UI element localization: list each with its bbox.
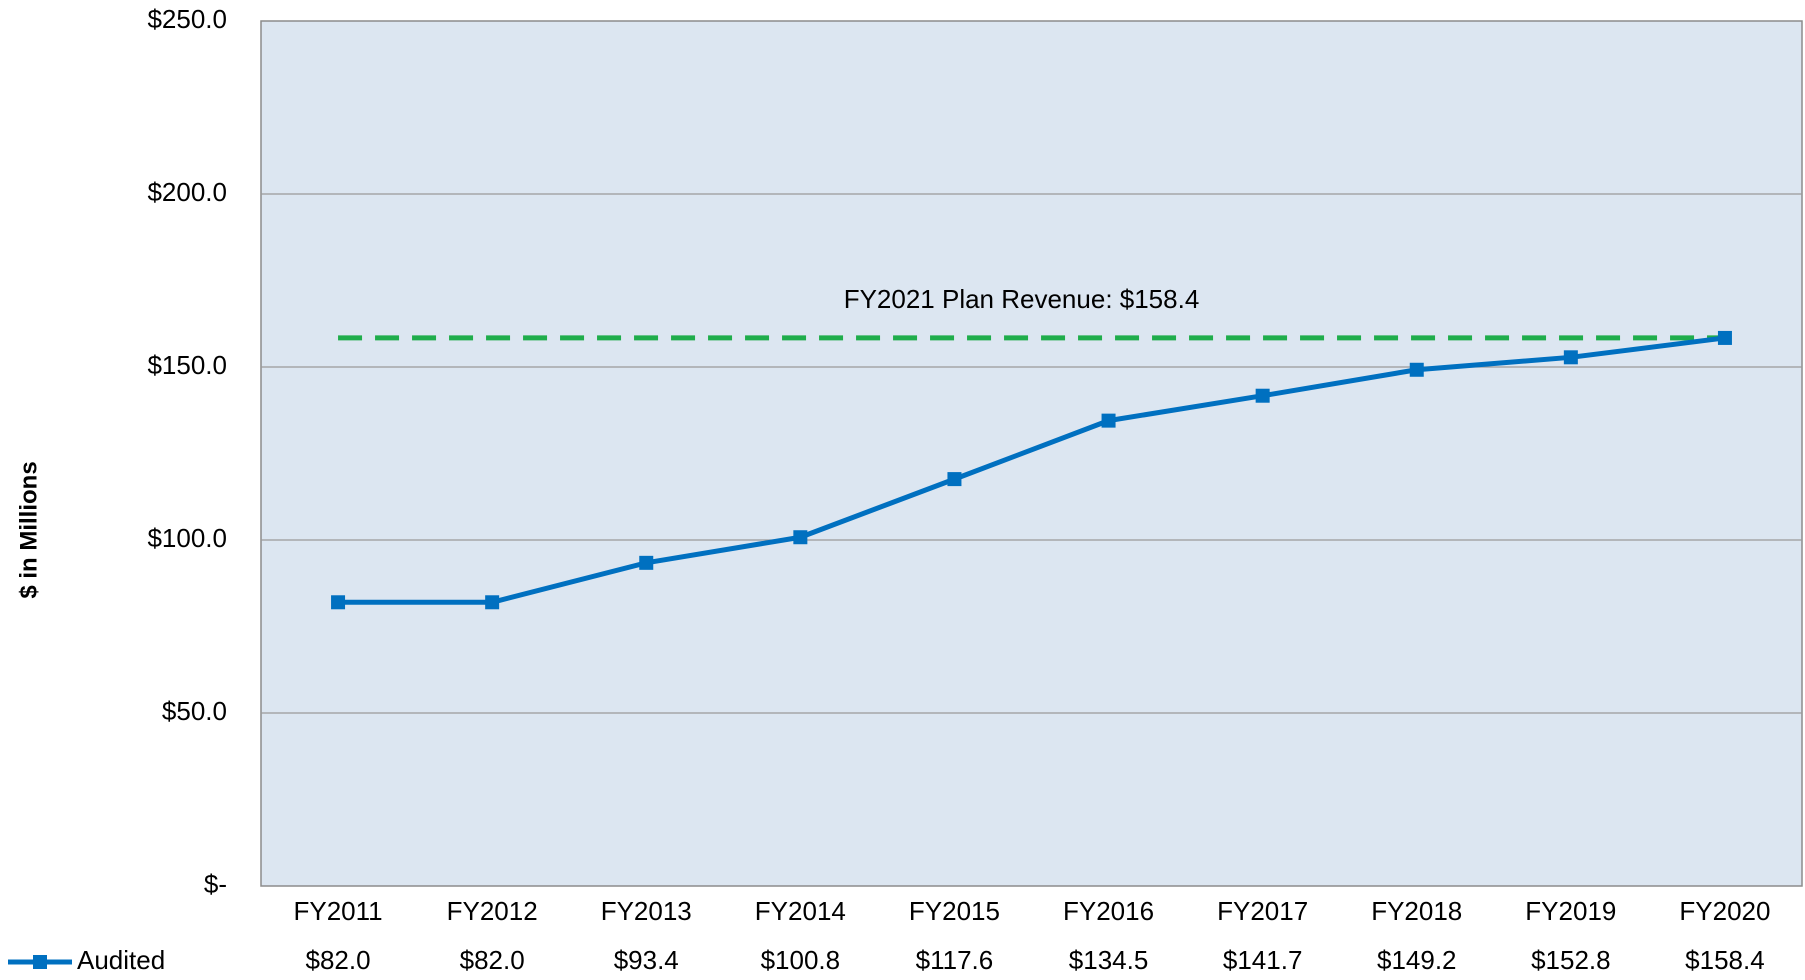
data-table-value: $152.8 [1531, 945, 1611, 975]
marker [1101, 413, 1116, 428]
data-table-value: $82.0 [460, 945, 525, 975]
data-table-value: $141.7 [1223, 945, 1303, 975]
data-table-value: $134.5 [1069, 945, 1149, 975]
x-tick-label: FY2011 [293, 896, 382, 926]
x-tick-label: FY2019 [1525, 896, 1616, 926]
marker [1563, 350, 1578, 365]
plot-area [260, 20, 1803, 887]
marker [1255, 388, 1270, 403]
data-table-value: $82.0 [306, 945, 371, 975]
y-tick-label: $100.0 [147, 523, 227, 553]
x-tick-label: FY2014 [755, 896, 846, 926]
y-tick-label: $150.0 [147, 350, 227, 380]
data-table-value: $149.2 [1377, 945, 1457, 975]
series-line [338, 335, 1726, 605]
x-tick-label: FY2017 [1217, 896, 1308, 926]
x-tick-label: FY2018 [1371, 896, 1462, 926]
marker [947, 472, 962, 487]
marker [1409, 362, 1424, 377]
marker [1717, 330, 1732, 345]
data-table-value: $100.8 [761, 945, 841, 975]
data-table-value: $93.4 [614, 945, 679, 975]
y-tick-label: $200.0 [147, 177, 227, 207]
x-tick-label: FY2015 [909, 896, 1000, 926]
data-table-value: $117.6 [916, 945, 994, 975]
x-tick-label: FY2013 [601, 896, 692, 926]
y-tick-label: $250.0 [147, 4, 227, 34]
y-axis-label: $ in Millions [15, 461, 42, 598]
marker [793, 530, 808, 545]
marker [639, 555, 654, 570]
x-tick-label: FY2016 [1063, 896, 1154, 926]
marker [331, 595, 346, 610]
x-tick-label: FY2020 [1679, 896, 1770, 926]
data-table-value: $158.4 [1685, 945, 1765, 975]
y-tick-label: $50.0 [162, 696, 227, 726]
y-tick-label: $- [204, 869, 227, 899]
marker [485, 595, 500, 610]
x-tick-label: FY2012 [447, 896, 538, 926]
legend-marker [33, 955, 47, 969]
annotation: FY2021 Plan Revenue: $158.4 [844, 284, 1200, 314]
legend-label: Audited [77, 945, 165, 975]
